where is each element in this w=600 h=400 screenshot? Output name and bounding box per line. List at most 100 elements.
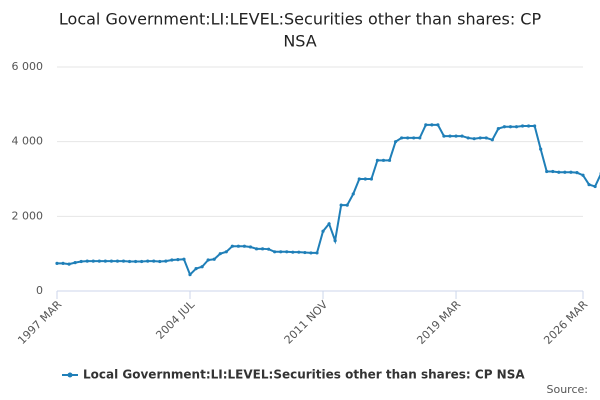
point [200, 265, 204, 269]
point [460, 134, 464, 138]
point [508, 125, 513, 129]
point [55, 261, 59, 265]
point [315, 251, 319, 255]
point [230, 244, 234, 248]
x-tick-label: 2004 JUL [153, 297, 197, 341]
point [381, 158, 386, 162]
point [351, 192, 355, 196]
point [526, 124, 531, 128]
x-tick-label: 2019 MAR [414, 298, 463, 347]
legend-label: Local Government:LI:LEVEL:Securities oth… [83, 368, 525, 382]
point [224, 250, 228, 254]
point [121, 259, 126, 263]
point [212, 257, 216, 261]
point [466, 136, 470, 140]
point [575, 171, 579, 175]
point [563, 170, 567, 174]
point [569, 170, 573, 174]
series-line [57, 123, 600, 277]
point [79, 259, 83, 264]
point [146, 259, 150, 263]
point [333, 239, 337, 243]
point [91, 259, 95, 263]
point [418, 136, 422, 140]
point [140, 259, 144, 264]
point [539, 147, 543, 151]
point [115, 259, 120, 263]
point [393, 140, 398, 144]
point [273, 250, 277, 254]
point [85, 259, 89, 263]
point [424, 123, 428, 127]
point [375, 158, 380, 162]
point [194, 267, 198, 271]
x-tick-label: 2011 NOV [282, 298, 331, 347]
source: Source: [547, 383, 589, 396]
point [454, 134, 458, 138]
point [260, 247, 265, 251]
point [442, 134, 446, 138]
chart-title: Local Government:LI:LEVEL:Securities oth… [59, 10, 542, 29]
point [502, 125, 507, 129]
point [303, 250, 307, 255]
y-tick-label: 2 000 [12, 209, 44, 222]
point [309, 251, 313, 255]
point [285, 250, 289, 254]
point [400, 136, 404, 140]
point [291, 250, 295, 254]
point [73, 261, 77, 265]
point [551, 169, 555, 174]
x-tick-label: 2026 MAR [541, 298, 590, 347]
point [369, 177, 373, 181]
point [248, 245, 253, 249]
point [448, 134, 452, 138]
y-tick-label: 4 000 [12, 135, 44, 148]
point [357, 177, 361, 181]
chart-title: NSA [283, 32, 316, 51]
point [478, 136, 482, 140]
point [267, 247, 271, 251]
point [363, 177, 367, 181]
point [490, 138, 494, 142]
point [587, 183, 591, 187]
point [170, 258, 174, 262]
point [339, 203, 343, 207]
point [188, 272, 192, 277]
point [412, 136, 416, 140]
legend-marker [67, 372, 73, 378]
point [133, 259, 138, 264]
point [406, 136, 410, 140]
point [97, 259, 101, 263]
y-tick-label: 0 [36, 284, 43, 297]
point [345, 203, 349, 207]
point [67, 262, 71, 266]
point [109, 259, 114, 263]
point [297, 250, 301, 254]
point [593, 184, 597, 189]
y-tick-label: 6 000 [12, 60, 44, 73]
point [327, 222, 331, 226]
point [557, 170, 561, 174]
point [279, 250, 283, 254]
point [545, 169, 549, 174]
point [127, 259, 132, 264]
point [242, 244, 247, 248]
point [387, 158, 392, 162]
point [103, 259, 107, 263]
point [514, 125, 519, 129]
point [496, 127, 500, 131]
point [236, 244, 240, 248]
point [218, 252, 222, 256]
point [581, 173, 585, 177]
point [321, 229, 325, 233]
point [520, 124, 525, 128]
x-tick-label: 1997 MAR [15, 298, 64, 347]
point [182, 257, 186, 261]
point [436, 123, 440, 127]
point [430, 123, 434, 127]
point [254, 247, 259, 251]
point [61, 261, 65, 265]
point [164, 259, 168, 263]
point [472, 137, 476, 141]
